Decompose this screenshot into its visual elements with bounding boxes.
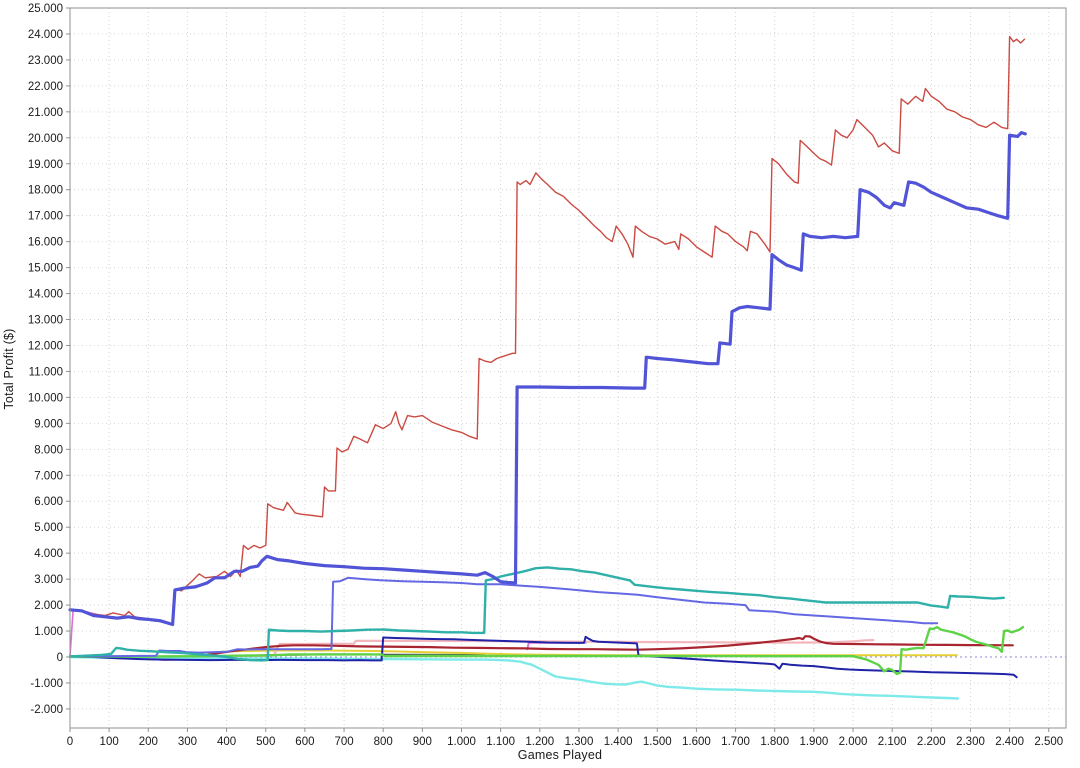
series-royal-blue-line [69, 576, 939, 658]
x-tick-label: 800 [374, 736, 393, 748]
y-tick-label: 10.000 [28, 392, 63, 404]
x-tick-label: 2.000 [839, 736, 868, 748]
y-tick-label: 2.000 [34, 600, 63, 612]
y-tick-label: 4.000 [34, 548, 63, 560]
x-tick-label: 1.600 [682, 736, 711, 748]
series-red-line [69, 35, 1026, 625]
series-navy-line [69, 635, 1018, 679]
x-tick-label: 2.500 [1034, 736, 1063, 748]
x-tick-label: 2.300 [956, 736, 985, 748]
x-tick-label: 2.200 [917, 736, 946, 748]
x-tick-label: 1.500 [643, 736, 672, 748]
y-tick-label: 21.000 [28, 107, 63, 119]
x-tick-label: 1.300 [565, 736, 594, 748]
x-tick-label: 900 [413, 736, 432, 748]
y-tick-label: 25.000 [28, 3, 63, 15]
y-tick-label: 7.000 [34, 470, 63, 482]
y-tick-label: 15.000 [28, 263, 63, 275]
y-tick-label: 24.000 [28, 29, 63, 41]
x-tick-label: 2.100 [878, 736, 907, 748]
y-tick-label: 18.000 [28, 185, 63, 197]
x-tick-label: 600 [295, 736, 314, 748]
y-tick-label: 14.000 [28, 289, 63, 301]
x-axis-title: Games Played [517, 748, 603, 762]
y-tick-label: 17.000 [28, 211, 63, 223]
x-tick-label: 700 [334, 736, 353, 748]
y-tick-label: 16.000 [28, 237, 63, 249]
x-tick-label: 1.000 [447, 736, 476, 748]
x-tick-label: 300 [178, 736, 197, 748]
x-tick-label: 500 [256, 736, 275, 748]
x-tick-label: 2.400 [995, 736, 1024, 748]
x-tick-label: 400 [217, 736, 236, 748]
y-tick-label: 6.000 [34, 496, 63, 508]
y-tick-label: 11.000 [29, 366, 63, 378]
y-axis-title: Total Profit ($) [2, 328, 16, 410]
y-tick-label: 5.000 [34, 522, 63, 534]
y-tick-label: 3.000 [34, 574, 63, 586]
series-green-line [68, 625, 1025, 676]
series-teal-line [68, 566, 1005, 662]
y-tick-label: 0 [57, 652, 63, 664]
x-tick-label: 0 [67, 736, 73, 748]
y-tick-label: -2.000 [30, 704, 63, 716]
y-tick-label: 20.000 [28, 133, 63, 145]
y-tick-label: 12.000 [28, 340, 63, 352]
y-tick-label: 13.000 [28, 315, 63, 327]
series-cyan-line [68, 655, 960, 700]
x-tick-label: 1.400 [604, 736, 633, 748]
x-tick-label: 1.100 [486, 736, 515, 748]
x-tick-label: 200 [139, 736, 158, 748]
x-tick-label: 100 [100, 736, 119, 748]
series-blue-thick-line [68, 131, 1027, 627]
y-tick-label: -1.000 [30, 678, 63, 690]
y-tick-label: 19.000 [28, 159, 63, 171]
y-tick-label: 8.000 [34, 444, 63, 456]
y-tick-label: 23.000 [28, 55, 63, 67]
x-tick-label: 1.200 [525, 736, 554, 748]
y-tick-label: 9.000 [34, 418, 63, 430]
y-tick-label: 22.000 [28, 81, 63, 93]
x-tick-label: 1.900 [799, 736, 828, 748]
x-tick-label: 1.800 [760, 736, 789, 748]
plot-border [69, 7, 1067, 729]
y-tick-label: 1.000 [34, 626, 63, 638]
x-tick-label: 1.700 [721, 736, 750, 748]
